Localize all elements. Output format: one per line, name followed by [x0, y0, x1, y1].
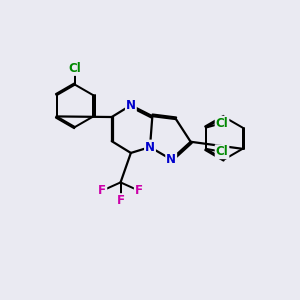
Text: F: F — [98, 184, 106, 197]
Text: Cl: Cl — [216, 117, 228, 130]
Text: N: N — [145, 141, 155, 154]
Text: F: F — [117, 194, 124, 207]
Text: Cl: Cl — [216, 145, 228, 158]
Text: Cl: Cl — [68, 62, 81, 75]
Text: F: F — [135, 184, 143, 197]
Text: N: N — [166, 153, 176, 166]
Text: N: N — [126, 99, 136, 112]
